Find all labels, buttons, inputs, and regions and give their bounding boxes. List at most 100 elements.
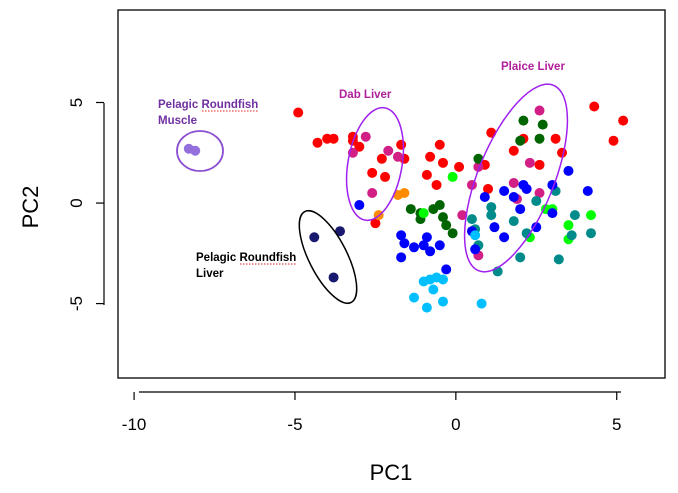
- data-point-pink: [457, 210, 468, 221]
- data-point-blue: [531, 222, 542, 233]
- data-point-red: [557, 147, 568, 158]
- data-point-pink: [508, 177, 519, 188]
- data-point-navy: [309, 232, 320, 243]
- data-point-blue: [354, 200, 365, 211]
- data-point-blue: [425, 246, 436, 257]
- ellipse-dab-liver: [345, 106, 405, 222]
- data-point-blue: [547, 208, 558, 219]
- data-point-red: [376, 153, 387, 164]
- data-point-darkgreen: [447, 228, 458, 239]
- data-point-blue: [409, 242, 420, 253]
- annotation-pelagic-liver-line2: Liver: [196, 268, 224, 280]
- data-point-red: [367, 167, 378, 178]
- data-point-red: [431, 179, 442, 190]
- data-point-red: [293, 107, 304, 118]
- ellipse-pelagic-muscle: [176, 130, 224, 172]
- data-point-red: [434, 139, 445, 150]
- data-point-teal: [566, 230, 577, 241]
- data-point-navy: [328, 272, 339, 283]
- data-point-blue: [441, 264, 452, 275]
- ellipse-pelagic-liver: [298, 209, 358, 305]
- y-tick-label: -5: [67, 296, 86, 311]
- x-tick-label: -5: [287, 415, 302, 434]
- data-point-teal: [585, 228, 596, 239]
- data-point-pink: [360, 131, 371, 142]
- data-point-lightblue: [437, 296, 448, 307]
- x-axis-title: PC1: [370, 460, 413, 485]
- data-point-teal: [486, 210, 497, 221]
- data-point-darkgreen: [515, 135, 526, 146]
- y-axis-title: PC2: [18, 186, 43, 229]
- data-point-blue: [470, 244, 481, 255]
- data-point-blue: [499, 232, 510, 243]
- data-point-darkgreen: [405, 204, 416, 215]
- x-tick-label: -10: [122, 415, 147, 434]
- data-point-red: [354, 141, 365, 152]
- annotation-dab-liver: Dab Liver: [339, 89, 392, 101]
- data-point-lavender: [190, 145, 201, 156]
- data-point-red: [550, 133, 561, 144]
- data-point-darkgreen: [537, 119, 548, 130]
- ellipse-plaice-liver: [463, 83, 569, 273]
- data-point-blue: [563, 165, 574, 176]
- data-point-pink: [534, 105, 545, 116]
- data-point-red: [421, 169, 432, 180]
- x-tick-label: 5: [612, 415, 621, 434]
- data-point-blue: [396, 252, 407, 263]
- data-point-darkgreen: [534, 133, 545, 144]
- annotation-pelagic-liver-line1: Pelagic Roundfish: [196, 252, 296, 264]
- data-point-red: [486, 127, 497, 138]
- data-point-lightblue: [409, 292, 420, 303]
- annotation-pelagic-muscle-line2: Muscle: [158, 115, 197, 127]
- data-point-green: [447, 171, 458, 182]
- data-point-red: [380, 171, 391, 182]
- data-point-teal: [515, 252, 526, 263]
- y-tick-label: 0: [67, 198, 86, 207]
- data-point-red: [589, 101, 600, 112]
- data-point-teal: [486, 202, 497, 213]
- y-tick-label: 5: [67, 98, 86, 107]
- data-point-teal: [553, 254, 564, 265]
- plot-frame: [117, 9, 666, 379]
- data-point-red: [328, 133, 339, 144]
- data-point-pink: [524, 157, 535, 168]
- data-point-darkgreen: [434, 200, 445, 211]
- data-point-darkgreen: [437, 212, 448, 223]
- data-point-blue: [508, 192, 519, 203]
- data-point-red: [437, 157, 448, 168]
- data-point-green: [563, 220, 574, 231]
- data-point-red: [370, 218, 381, 229]
- data-points: [183, 101, 629, 313]
- data-point-green: [585, 210, 596, 221]
- data-point-red: [483, 183, 494, 194]
- data-point-red: [508, 145, 519, 156]
- data-point-blue: [396, 230, 407, 241]
- data-point-red: [396, 139, 407, 150]
- data-point-pink: [383, 145, 394, 156]
- data-point-blue: [499, 185, 510, 196]
- data-point-blue: [489, 222, 500, 233]
- x-axis-ticks: -10 -5 0 5: [122, 392, 621, 434]
- data-point-blue: [399, 238, 410, 249]
- annotation-pelagic-muscle-line1: Pelagic Roundfish: [158, 99, 258, 111]
- data-point-red: [312, 137, 323, 148]
- data-point-red: [618, 115, 629, 126]
- data-point-blue: [479, 192, 490, 203]
- data-point-blue: [418, 240, 429, 251]
- data-point-teal: [508, 216, 519, 227]
- y-axis-ticks: -5 0 5: [67, 98, 104, 311]
- data-point-blue: [521, 183, 532, 194]
- data-point-blue: [434, 240, 445, 251]
- data-point-teal: [466, 214, 477, 225]
- data-point-lightblue: [428, 284, 439, 295]
- data-point-pink: [534, 187, 545, 198]
- data-point-red: [608, 135, 619, 146]
- data-point-darkgreen: [518, 115, 529, 126]
- data-point-darkgreen: [473, 153, 484, 164]
- data-point-pink: [367, 187, 378, 198]
- data-point-navy: [335, 226, 346, 237]
- data-point-lightblue: [476, 298, 487, 309]
- data-point-blue: [515, 204, 526, 215]
- data-point-red: [454, 161, 465, 172]
